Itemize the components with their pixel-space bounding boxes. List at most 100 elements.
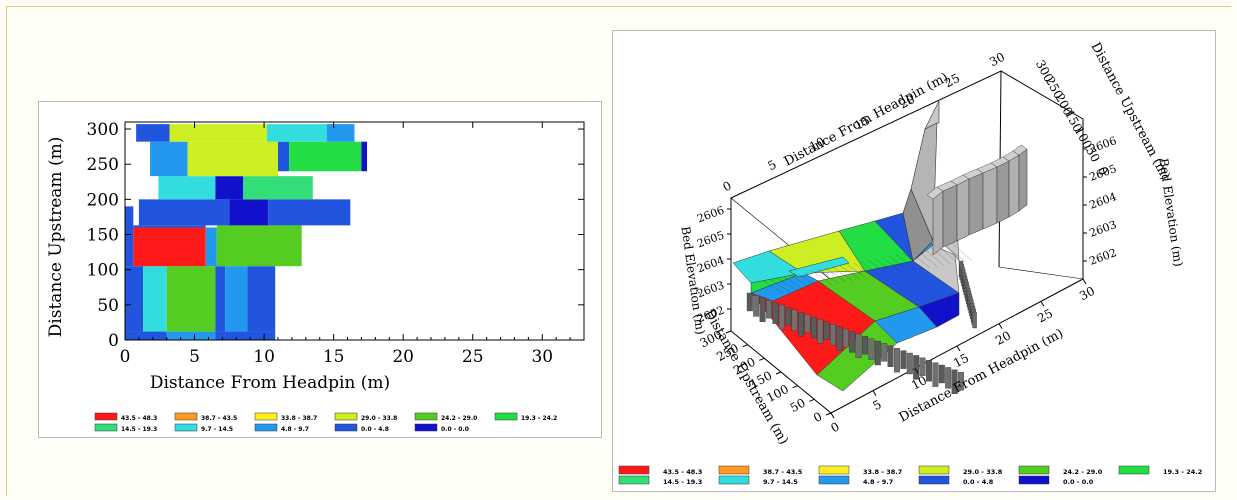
heatmap-cell [215, 331, 276, 340]
surface-front-face [778, 304, 785, 330]
surface-texture [881, 257, 903, 273]
axis-tick-label: 2604 [1088, 190, 1119, 212]
legend-label: 43.5 - 48.3 [663, 468, 702, 476]
legend-label: 9.7 - 14.5 [763, 478, 798, 486]
x-tick-label: 5 [189, 347, 200, 367]
legend-label: 14.5 - 19.3 [121, 426, 157, 433]
surface-texture [825, 268, 847, 283]
surface-texture [797, 273, 819, 288]
surface-front-face [887, 345, 894, 367]
y-tick-mark [825, 412, 832, 416]
legend-swatch [414, 423, 438, 432]
y-tick-label: 0 [108, 331, 119, 351]
surface-front-face [753, 295, 760, 317]
legend-swatch [174, 412, 198, 421]
heatmap-cell [143, 266, 167, 332]
surface-front-face [938, 364, 945, 384]
x-tick-mark [914, 368, 919, 374]
axis-tick-label: 0 [720, 178, 733, 194]
surface-front-face [823, 321, 830, 340]
surface-front-face [746, 292, 753, 312]
surface-front-face [842, 328, 849, 348]
plan-view-x-axis-title: Distance From Headpin (m) [150, 373, 390, 393]
surface-front-face [798, 312, 804, 337]
x-tick-label: 15 [323, 347, 345, 367]
surface-front-face [766, 300, 772, 319]
legend-swatch [818, 475, 850, 485]
axis-tick-label: 50 [1083, 144, 1103, 164]
surface-wall-segment [942, 184, 958, 248]
surface-front-face [906, 352, 913, 375]
heatmap-cell [133, 225, 206, 228]
surface-front-face [919, 357, 926, 376]
heatmap-cell [169, 124, 267, 142]
surface-front-face [804, 314, 811, 333]
plan-view-axes-frame [124, 121, 585, 341]
legend-label: 0.0 - 4.8 [963, 478, 994, 486]
plan-view-cells [125, 124, 368, 340]
y-tick-mark [775, 371, 782, 375]
heatmap-cell [268, 199, 351, 226]
legend-swatch [818, 465, 850, 475]
surface-patch [788, 256, 850, 278]
surface-texture [846, 264, 868, 279]
axis-tick-label: 2605 [695, 229, 726, 251]
y-tick-mark [809, 398, 815, 402]
surface-front-face [868, 338, 875, 360]
surface-front-face [830, 324, 836, 346]
x-tick-mark [872, 390, 877, 396]
surface-front-face [945, 367, 952, 389]
legend-label: 4.8 - 9.7 [863, 478, 893, 486]
surface-wall-top [1012, 144, 1028, 156]
heatmap-cell [125, 331, 167, 340]
legend-swatch [494, 412, 518, 421]
surface-front-face [862, 336, 868, 355]
legend-label: 33.8 - 38.7 [863, 468, 902, 476]
legend-label: 9.7 - 14.5 [201, 426, 233, 433]
surface-texture [818, 269, 840, 284]
perspective-bed-surface [732, 100, 1028, 394]
heatmap-cell [187, 141, 278, 177]
surface-wall-segment [1008, 154, 1020, 218]
legend-label: 33.8 - 38.7 [281, 415, 317, 422]
legend-label: 19.3 - 24.2 [1163, 468, 1202, 476]
surface-front-face [894, 348, 900, 373]
surface-texture [853, 262, 875, 278]
y-tick-label: 200 [87, 190, 119, 210]
heatmap-cell [361, 141, 368, 172]
surface-texture [762, 280, 784, 294]
legend-swatch [174, 423, 198, 432]
surface-wall-segment [996, 160, 1010, 224]
heatmap-cell [229, 199, 269, 226]
legend-label: 19.3 - 24.2 [521, 415, 557, 422]
y-tick-label: 250 [87, 155, 119, 175]
surface-front-face [791, 309, 798, 331]
surface-texture [874, 258, 896, 274]
surface-patch [918, 292, 960, 328]
x-tick-mark [830, 412, 835, 419]
heatmap-cell [133, 227, 206, 267]
legend-label: 0.0 - 0.0 [441, 426, 469, 433]
y-tick-label: 100 [87, 261, 119, 281]
surface-wall-segment [1018, 148, 1028, 212]
heatmap-cell [166, 266, 216, 332]
legend-swatch [334, 412, 358, 421]
heatmap-cell [138, 199, 230, 226]
surface-texture [867, 259, 889, 276]
plan-view-y-axis-title: Distance Upstream (m) [46, 137, 66, 338]
surface-texture [776, 278, 798, 291]
heatmap-cell [215, 176, 244, 200]
surface-front-face [932, 362, 939, 387]
y-tick-label: 150 [87, 226, 119, 246]
perspective-chart: 0510152025300501001502002503000510152025… [618, 40, 1202, 486]
heatmap-cell [150, 141, 188, 177]
legend-label: 38.7 - 43.5 [763, 468, 803, 476]
perspective-right-z-axis-title: Bed Elevation (m) [1156, 157, 1185, 267]
heatmap-cell [158, 176, 216, 200]
legend-swatch [254, 423, 278, 432]
surface-front-face [849, 331, 856, 353]
legend-swatch [718, 465, 750, 475]
x-tick-label: 0 [120, 347, 131, 367]
heatmap-cell [243, 176, 313, 200]
